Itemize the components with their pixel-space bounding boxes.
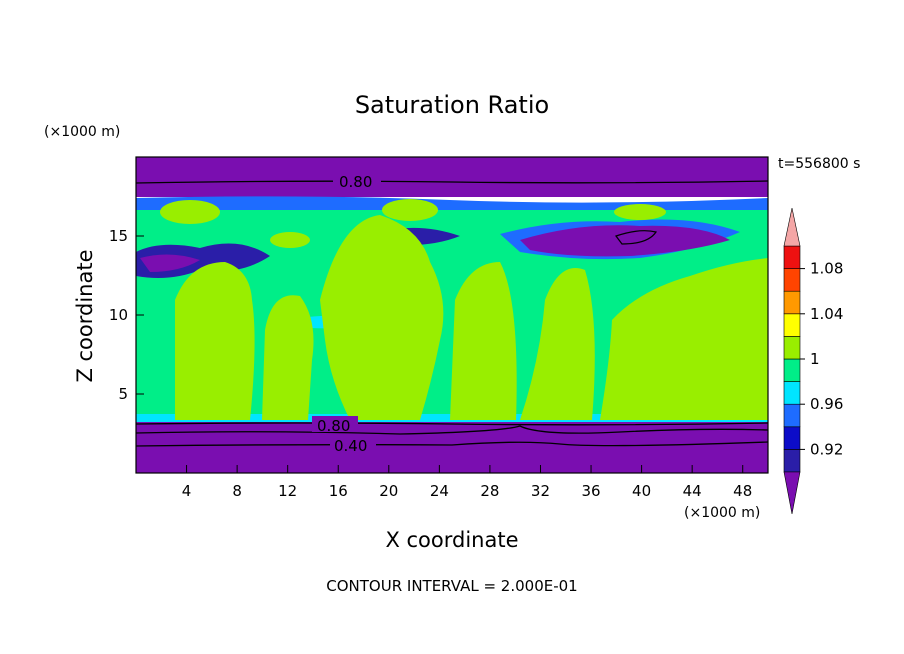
chart-title: Saturation Ratio	[355, 91, 549, 119]
region-green-top-1	[160, 200, 220, 224]
x-tick-label: 20	[379, 482, 398, 500]
x-tick-label: 36	[581, 482, 600, 500]
contour-line-upper	[136, 180, 768, 184]
colorbar-band	[783, 403, 801, 428]
y-unit-label: (×1000 m)	[44, 124, 120, 140]
colorbar-band	[783, 290, 801, 315]
x-tick-label: 44	[683, 482, 702, 500]
contour-label-upper: 0.80	[339, 173, 372, 191]
colorbar-band	[783, 449, 801, 473]
time-label: t=556800 s	[778, 156, 860, 172]
colorbar-band	[783, 313, 801, 337]
region-green-1	[175, 262, 255, 420]
colorbar-tick-label: 1.08	[810, 260, 843, 278]
y-axis: 5 10 15	[109, 227, 144, 403]
colorbar-band	[783, 245, 801, 269]
y-tick-label: 5	[118, 385, 128, 403]
colorbar-tick-label: 1.04	[810, 305, 843, 323]
contour-interval-label: CONTOUR INTERVAL = 2.000E-01	[326, 577, 577, 595]
x-tick-label: 16	[329, 482, 348, 500]
y-axis-title: Z coordinate	[73, 249, 97, 382]
region-green-2	[262, 295, 314, 420]
contour-label-lower-040: 0.40	[334, 437, 367, 455]
contour-line-lower-080	[136, 425, 768, 435]
x-tick-label: 48	[733, 482, 752, 500]
x-tick-label: 24	[430, 482, 449, 500]
contour-line-lower-080-top	[136, 422, 768, 426]
colorbar-band	[783, 358, 801, 382]
x-unit-label: (×1000 m)	[684, 505, 760, 521]
colorbar-band	[783, 268, 801, 292]
y-tick-label: 15	[109, 227, 128, 245]
region-green-4	[450, 262, 517, 420]
region-green-top-3	[614, 204, 666, 220]
plot-field	[136, 157, 768, 473]
region-purple-upper-left	[140, 254, 200, 272]
colorbar-max-arrow	[783, 207, 801, 247]
colorbar-band	[783, 426, 801, 450]
region-green-3	[320, 215, 444, 420]
contour-label-lower-080: 0.80	[317, 417, 350, 435]
y-tick-label: 10	[109, 306, 128, 324]
region-green-top-2	[382, 199, 438, 221]
colorbar-min-arrow	[783, 471, 801, 515]
x-axis-title: X coordinate	[385, 528, 518, 552]
x-tick-label: 12	[278, 482, 297, 500]
region-purple-upper-right	[520, 225, 730, 257]
x-tick-label: 40	[632, 482, 651, 500]
x-axis: 4 8 12 16 20 24 28 32 36 40 44 48	[182, 465, 752, 500]
x-tick-label: 32	[531, 482, 550, 500]
contour-line-lower-040	[136, 441, 768, 447]
colorbar-tick-label: 0.96	[810, 395, 843, 413]
layer-upper-dry	[136, 157, 768, 197]
region-green-5	[520, 268, 595, 420]
contour-line-blob	[615, 230, 657, 245]
colorbar-tick-label: 1	[810, 350, 820, 368]
colorbar-tick-label: 0.92	[810, 440, 843, 458]
x-tick-label: 4	[182, 482, 192, 500]
colorbar-band	[783, 381, 801, 405]
colorbar: 0.92 0.96 1 1.04 1.08	[783, 207, 843, 515]
x-tick-label: 8	[232, 482, 242, 500]
region-green-top-4	[270, 232, 310, 248]
x-tick-label: 28	[480, 482, 499, 500]
region-green-6	[600, 258, 768, 420]
colorbar-band	[783, 336, 801, 360]
